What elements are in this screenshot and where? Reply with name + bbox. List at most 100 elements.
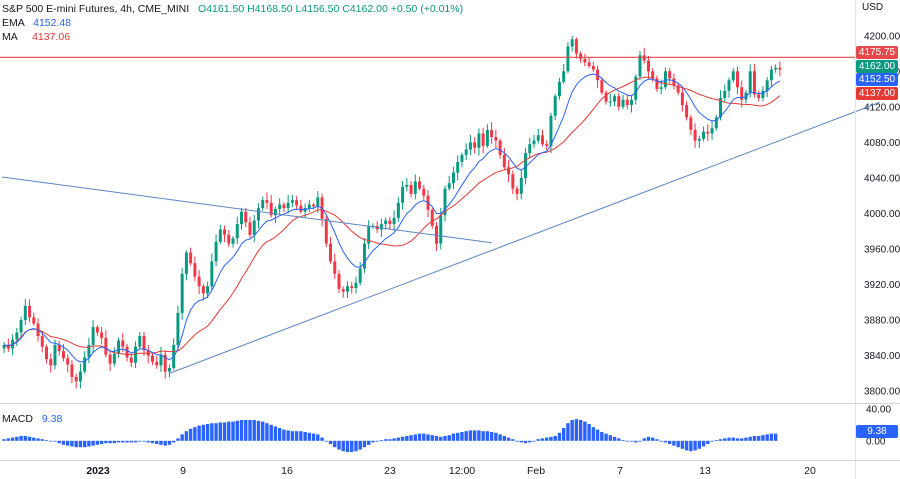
macd-bar	[176, 438, 180, 441]
chart-header-symbol: S&P 500 E-mini Futures, 4h, CME_MINI O41…	[2, 2, 463, 16]
candle-body	[638, 55, 642, 77]
macd-bar	[235, 420, 239, 441]
macd-bar	[468, 430, 473, 441]
macd-bar	[320, 437, 324, 441]
macd-bar	[532, 440, 536, 442]
macd-bar	[489, 432, 494, 441]
macd-bar	[617, 438, 621, 441]
macd-bar	[95, 440, 100, 445]
macd-bar	[409, 435, 413, 441]
pane-divider[interactable]	[0, 403, 900, 404]
candle-body	[112, 353, 116, 364]
candle-body	[83, 357, 87, 372]
macd-bar	[218, 422, 223, 441]
candle-body	[282, 204, 286, 209]
macd-label: MACD	[2, 413, 33, 425]
ma-legend[interactable]: MA 4137.06	[2, 30, 70, 44]
candle-body	[714, 117, 718, 129]
macd-bar	[663, 440, 668, 443]
macd-bar	[642, 438, 646, 441]
candle-body	[108, 354, 112, 364]
candle-body	[405, 185, 409, 187]
candle-body	[719, 97, 723, 118]
candle-body	[223, 229, 227, 235]
macd-bar	[49, 440, 53, 442]
candle-body	[121, 340, 125, 347]
candle-body	[566, 46, 570, 72]
candle-body	[464, 149, 468, 155]
macd-bar	[769, 433, 774, 441]
candle-body	[447, 183, 451, 189]
candle-body	[769, 69, 773, 81]
candle-body	[180, 273, 184, 313]
candle-body	[15, 332, 19, 340]
candle-body	[456, 161, 460, 173]
macd-bar	[116, 440, 121, 443]
candle-body	[439, 215, 443, 244]
macd-bar	[485, 431, 490, 441]
macd-bar	[244, 420, 248, 441]
candle-body	[740, 87, 744, 100]
ma-label: MA	[2, 31, 18, 43]
macd-bar	[146, 440, 150, 443]
macd-bar	[536, 439, 540, 441]
candle-body	[600, 80, 604, 93]
macd-bar	[78, 440, 83, 448]
candle-body	[312, 204, 316, 207]
macd-bar	[502, 436, 507, 441]
macd-bar	[277, 428, 282, 441]
y-tick-label: 3880.00	[864, 316, 900, 327]
candle-body	[240, 211, 243, 225]
macd-bar	[667, 440, 672, 444]
macd-bar	[693, 440, 697, 451]
macd-bar	[70, 440, 74, 447]
candle-body	[362, 243, 366, 269]
macd-bar	[256, 420, 261, 441]
macd-bar	[345, 440, 350, 452]
macd-bar	[214, 423, 218, 441]
macd-bar	[57, 440, 61, 444]
candle-body	[163, 354, 167, 372]
ema-legend[interactable]: EMA 4152.48	[2, 16, 71, 30]
y-tick-label: 4080.00	[864, 138, 900, 149]
macd-bar	[44, 440, 49, 441]
candle-body	[354, 282, 358, 289]
candle-body	[307, 204, 311, 209]
candle-body	[621, 99, 625, 107]
macd-bar	[731, 437, 735, 441]
candle-body	[384, 220, 388, 225]
macd-bar	[417, 433, 422, 441]
macd-bar	[252, 420, 256, 441]
candle-body	[507, 167, 511, 175]
candle-body	[235, 224, 239, 239]
macd-bar	[337, 440, 341, 450]
macd-bar	[163, 440, 167, 446]
candle-body	[40, 336, 44, 347]
macd-legend[interactable]: MACD 9.38	[2, 412, 62, 426]
macd-bar	[400, 436, 405, 441]
macd-bar	[604, 433, 608, 441]
candle-body	[95, 327, 99, 333]
macd-bar	[150, 440, 155, 444]
ma-value: 4137.06	[32, 31, 71, 43]
candle-body	[210, 261, 214, 287]
macd-bar	[710, 440, 714, 442]
x-tick-label: 13	[699, 465, 711, 477]
price-axis-divider	[855, 0, 856, 479]
candle-body	[129, 357, 133, 363]
candle-body	[583, 58, 587, 63]
candle-body	[401, 186, 405, 203]
macd-bar	[87, 440, 91, 447]
candle-body	[468, 142, 472, 150]
macd-bar	[528, 440, 532, 443]
macd-bar	[727, 437, 731, 441]
candle-body	[430, 209, 434, 226]
candle-body	[261, 200, 265, 209]
candle-body	[388, 220, 392, 225]
macd-bar	[672, 440, 676, 446]
candle-body	[689, 117, 693, 130]
candle-body	[663, 71, 667, 88]
macd-bar	[422, 433, 426, 441]
ma-price-badge: 4137.00	[856, 87, 898, 100]
